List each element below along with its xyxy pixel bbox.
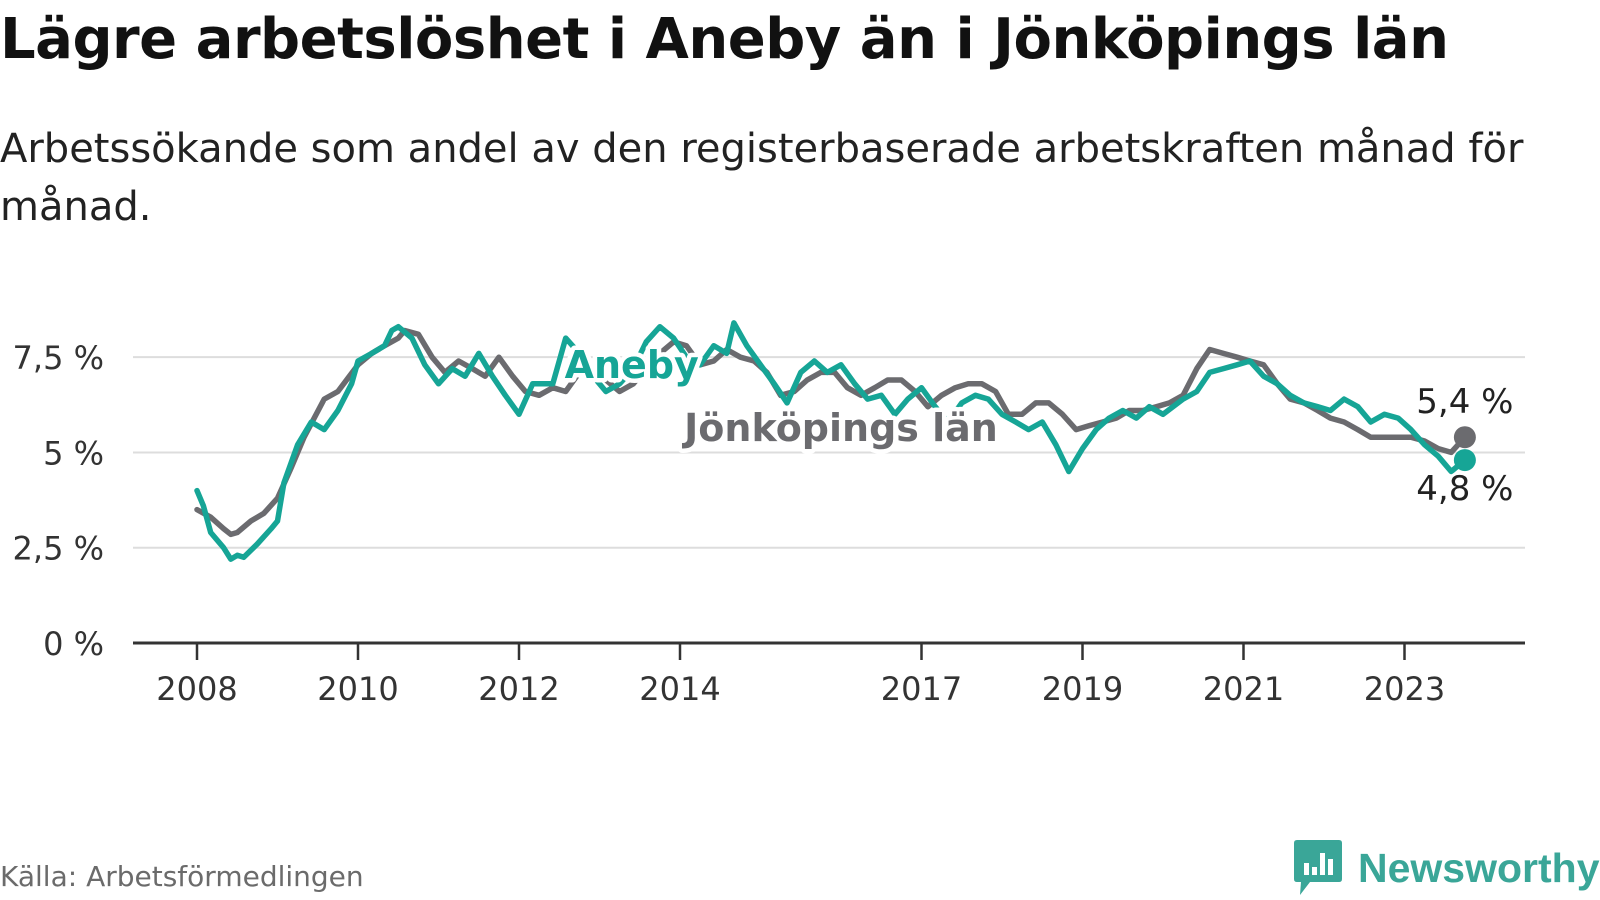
x-tick-label: 2023 xyxy=(1364,670,1445,708)
y-axis-labels: 0 % 2,5 % 5 % 7,5 % xyxy=(13,339,104,663)
series-lines xyxy=(194,320,1468,562)
series-annotations: Jönköpings län Aneby 5,4 % 4,8 % xyxy=(560,339,1516,512)
series-label-aneby: Aneby xyxy=(565,343,699,387)
y-tick-label: 2,5 % xyxy=(13,530,104,568)
brand-logo[interactable]: Newsworthy xyxy=(1292,838,1600,898)
x-axis: 2008 2010 2012 2014 2017 2019 2021 2023 xyxy=(133,641,1525,708)
brand-name: Newsworthy xyxy=(1358,844,1600,891)
newsworthy-logo-icon xyxy=(1294,840,1342,895)
y-tick-label: 7,5 % xyxy=(13,339,104,377)
series-line-aneby xyxy=(194,320,1468,562)
x-tick-label: 2017 xyxy=(881,670,962,708)
end-value-label: 5,4 % xyxy=(1416,382,1513,422)
x-tick-label: 2008 xyxy=(156,670,237,708)
x-tick-label: 2014 xyxy=(639,670,720,708)
x-tick-label: 2021 xyxy=(1203,670,1284,708)
end-point-aneby xyxy=(1453,449,1476,472)
x-tick-label: 2019 xyxy=(1042,670,1123,708)
x-tick-label: 2012 xyxy=(478,670,559,708)
end-value-label: 4,8 % xyxy=(1416,469,1513,509)
y-tick-label: 5 % xyxy=(43,434,104,472)
end-point-jonkopings-lan xyxy=(1453,426,1476,449)
series-label-jonkopings-lan: Jönköpings län xyxy=(681,406,998,450)
source-note: Källa: Arbetsförmedlingen xyxy=(0,860,364,893)
x-tick-label: 2010 xyxy=(317,670,398,708)
chart-subtitle: Arbetssökande som andel av den registerb… xyxy=(0,126,1524,230)
y-tick-label: 0 % xyxy=(43,625,104,663)
chart-title: Lägre arbetslöshet i Aneby än i Jönköpin… xyxy=(0,7,1449,72)
